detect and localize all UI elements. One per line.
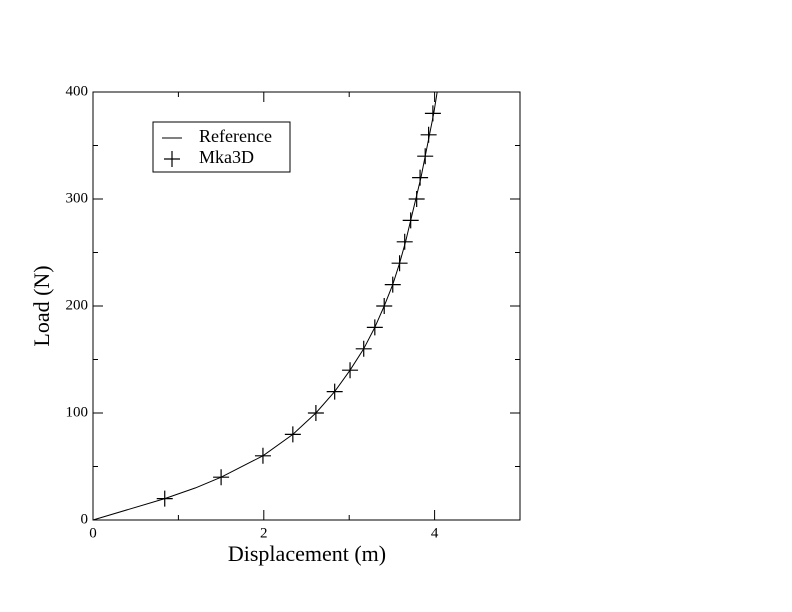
legend-label: Mka3D: [199, 147, 254, 167]
marker: [156, 490, 173, 507]
marker: [417, 148, 434, 165]
marker: [391, 255, 408, 272]
x-axis-label: Displacement (m): [228, 541, 386, 566]
y-tick-label: 400: [66, 83, 89, 99]
marker: [376, 298, 393, 314]
marker: [408, 191, 425, 207]
marker: [254, 447, 271, 464]
marker: [307, 405, 324, 421]
marker: [424, 105, 441, 122]
marker: [355, 340, 372, 357]
x-tick-label: 0: [89, 525, 97, 541]
marker: [412, 169, 429, 186]
y-tick-label: 100: [66, 404, 89, 420]
y-tick-label: 300: [66, 190, 89, 206]
x-tick-label: 4: [431, 525, 439, 541]
marker: [402, 212, 419, 229]
legend-swatch: [164, 151, 180, 167]
legend-label: Reference: [199, 126, 272, 146]
marker: [396, 233, 413, 250]
marker: [366, 319, 383, 336]
marker: [213, 469, 230, 486]
legend-box: [152, 121, 291, 173]
y-axis-label: Load (N): [29, 265, 54, 346]
marker: [326, 383, 343, 400]
marker: [420, 126, 437, 143]
marker: [284, 426, 301, 443]
y-tick-label: 0: [81, 511, 89, 527]
x-tick-label: 2: [260, 525, 268, 541]
marker: [342, 362, 359, 379]
y-tick-label: 200: [66, 297, 89, 313]
marker: [384, 276, 401, 293]
